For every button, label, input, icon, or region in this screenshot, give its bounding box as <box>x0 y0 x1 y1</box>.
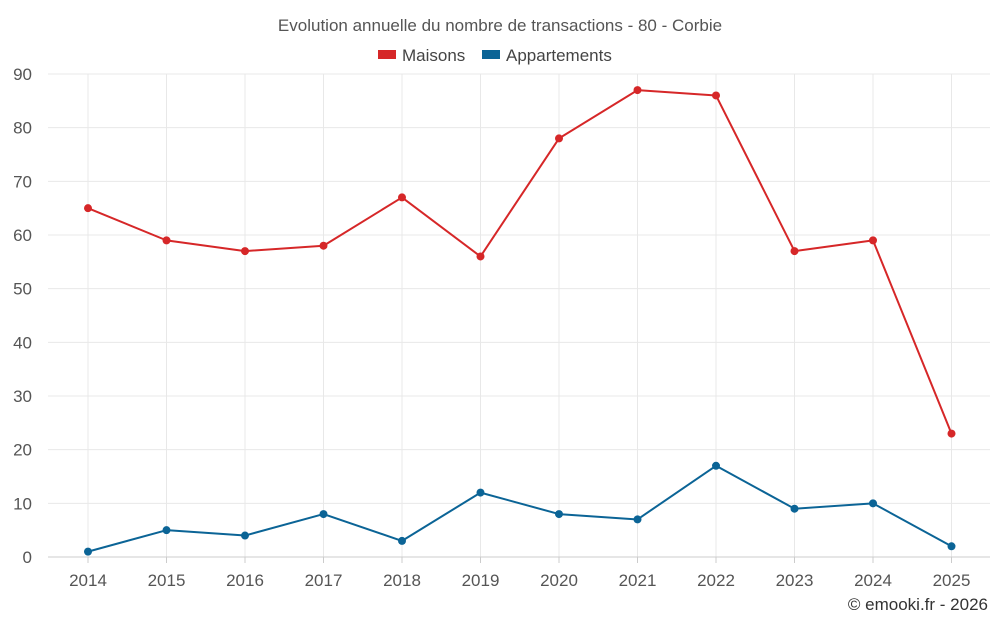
data-point-maisons[interactable] <box>633 86 642 95</box>
y-tick-label: 40 <box>13 333 32 352</box>
grid <box>48 73 990 557</box>
y-tick-label: 60 <box>13 226 32 245</box>
x-tick-label: 2014 <box>69 571 107 590</box>
x-tick-label: 2019 <box>462 571 500 590</box>
series-line-maisons <box>87 89 953 434</box>
x-tick-label: 2025 <box>933 571 971 590</box>
series-line-appartements <box>87 464 952 553</box>
legend-label: Appartements <box>506 46 612 65</box>
data-point-maisons[interactable] <box>555 134 563 143</box>
data-point-maisons[interactable] <box>319 241 328 250</box>
y-tick-label: 0 <box>23 548 32 567</box>
x-tick-label: 2015 <box>148 571 186 590</box>
x-tick-label: 2020 <box>540 571 578 590</box>
data-point-appartements[interactable] <box>162 526 171 535</box>
data-point-maisons[interactable] <box>84 204 92 213</box>
y-tick-label: 30 <box>13 387 32 406</box>
data-point-appartements[interactable] <box>633 515 642 524</box>
data-point-appartements[interactable] <box>790 504 799 513</box>
data-point-appartements[interactable] <box>84 547 92 556</box>
series-maisons <box>84 86 956 438</box>
x-tick-label: 2018 <box>383 571 421 590</box>
x-tick-label: 2024 <box>854 571 892 590</box>
y-tick-label: 90 <box>13 65 32 84</box>
data-point-appartements[interactable] <box>712 461 720 470</box>
legend-swatch <box>482 50 500 59</box>
y-tick-label: 10 <box>13 494 32 513</box>
x-tick-label: 2021 <box>619 571 657 590</box>
data-point-maisons[interactable] <box>947 429 956 438</box>
data-point-maisons[interactable] <box>790 247 799 256</box>
data-point-appartements[interactable] <box>398 536 406 545</box>
legend-item-appartements[interactable]: Appartements <box>482 46 612 65</box>
series-appartements <box>84 461 956 556</box>
chart-title: Evolution annuelle du nombre de transact… <box>278 16 722 35</box>
data-point-appartements[interactable] <box>319 510 328 519</box>
data-point-maisons[interactable] <box>241 247 249 256</box>
data-point-maisons[interactable] <box>712 91 720 100</box>
data-point-appartements[interactable] <box>947 542 956 551</box>
legend-swatch <box>378 50 396 59</box>
data-point-maisons[interactable] <box>398 193 406 202</box>
y-tick-label: 50 <box>13 280 32 299</box>
data-point-appartements[interactable] <box>476 488 485 497</box>
legend-item-maisons[interactable]: Maisons <box>378 46 465 65</box>
data-point-maisons[interactable] <box>162 236 171 245</box>
axes: 0 10 20 30 40 50 60 70 80 90 2014 2015 2016 2017 2018 2… <box>13 65 990 590</box>
data-point-appartements[interactable] <box>869 499 877 508</box>
x-tick-label: 2023 <box>776 571 814 590</box>
y-tick-label: 70 <box>13 172 32 191</box>
legend-label: Maisons <box>402 46 465 65</box>
credit-text: © emooki.fr - 2026 <box>848 595 988 614</box>
x-tick-label: 2022 <box>697 571 735 590</box>
y-tick-label: 20 <box>13 441 32 460</box>
series-layer <box>84 86 956 556</box>
y-tick-label: 80 <box>13 119 32 138</box>
data-point-maisons[interactable] <box>476 252 485 261</box>
data-point-appartements[interactable] <box>555 510 563 519</box>
x-tick-label: 2016 <box>226 571 264 590</box>
x-tick-label: 2017 <box>305 571 343 590</box>
data-point-appartements[interactable] <box>241 531 249 540</box>
legend: Maisons Appartements <box>378 46 612 65</box>
data-point-maisons[interactable] <box>869 236 877 245</box>
